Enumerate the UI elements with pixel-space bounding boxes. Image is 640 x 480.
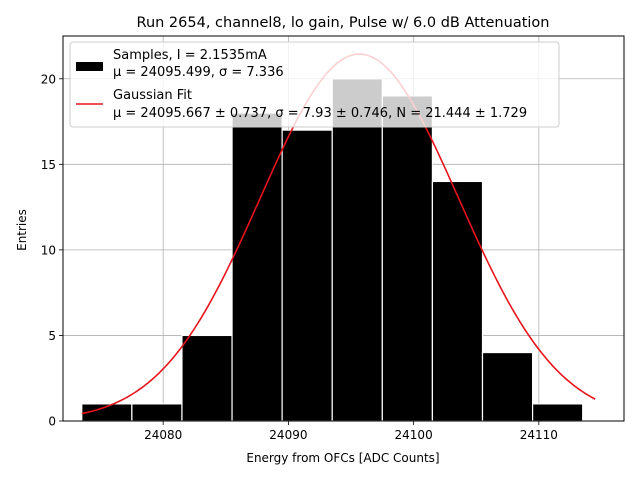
x-axis-ticks: 24080 24090 24100 24110: [144, 421, 558, 442]
histogram-bar: [281, 129, 333, 422]
histogram-bar: [131, 403, 183, 422]
x-axis-label: Energy from OFCs [ADC Counts]: [246, 451, 439, 465]
x-tick-label: 24100: [395, 428, 433, 442]
chart-title: Run 2654, channel8, lo gain, Pulse w/ 6.…: [137, 15, 550, 31]
legend-fit-stats: μ = 24095.667 ± 0.737, σ = 7.93 ± 0.746,…: [113, 106, 527, 121]
histogram-bar: [381, 95, 434, 422]
axes-frame: [62, 35, 625, 422]
y-axis-label: Entries: [15, 209, 29, 251]
x-tick-label: 24080: [144, 428, 182, 442]
y-tick-label: 0: [48, 415, 56, 429]
histogram-bar: [231, 112, 283, 422]
histogram-bar: [531, 403, 584, 422]
y-tick-label: 20: [41, 72, 56, 86]
histogram-bar: [481, 351, 534, 422]
legend-samples-title: Samples, I = 2.1535mA: [113, 48, 267, 63]
legend-box: [69, 41, 560, 128]
legend-fit-title: Gaussian Fit: [113, 88, 192, 103]
y-tick-label: 10: [41, 243, 56, 257]
legend-samples-patch: [76, 62, 103, 71]
histogram-bar: [431, 180, 484, 422]
legend: Samples, I = 2.1535mA μ = 24095.499, σ =…: [69, 41, 560, 128]
y-tick-label: 5: [48, 329, 56, 343]
x-tick-label: 24110: [520, 428, 558, 442]
histogram-bar: [181, 334, 233, 422]
histogram-bar: [331, 78, 383, 422]
y-tick-label: 15: [41, 158, 56, 172]
y-axis-ticks: 0 5 10 15 20: [41, 72, 63, 429]
x-tick-label: 24090: [269, 428, 307, 442]
legend-samples-stats: μ = 24095.499, σ = 7.336: [113, 65, 284, 80]
histogram-bars: [81, 78, 584, 422]
